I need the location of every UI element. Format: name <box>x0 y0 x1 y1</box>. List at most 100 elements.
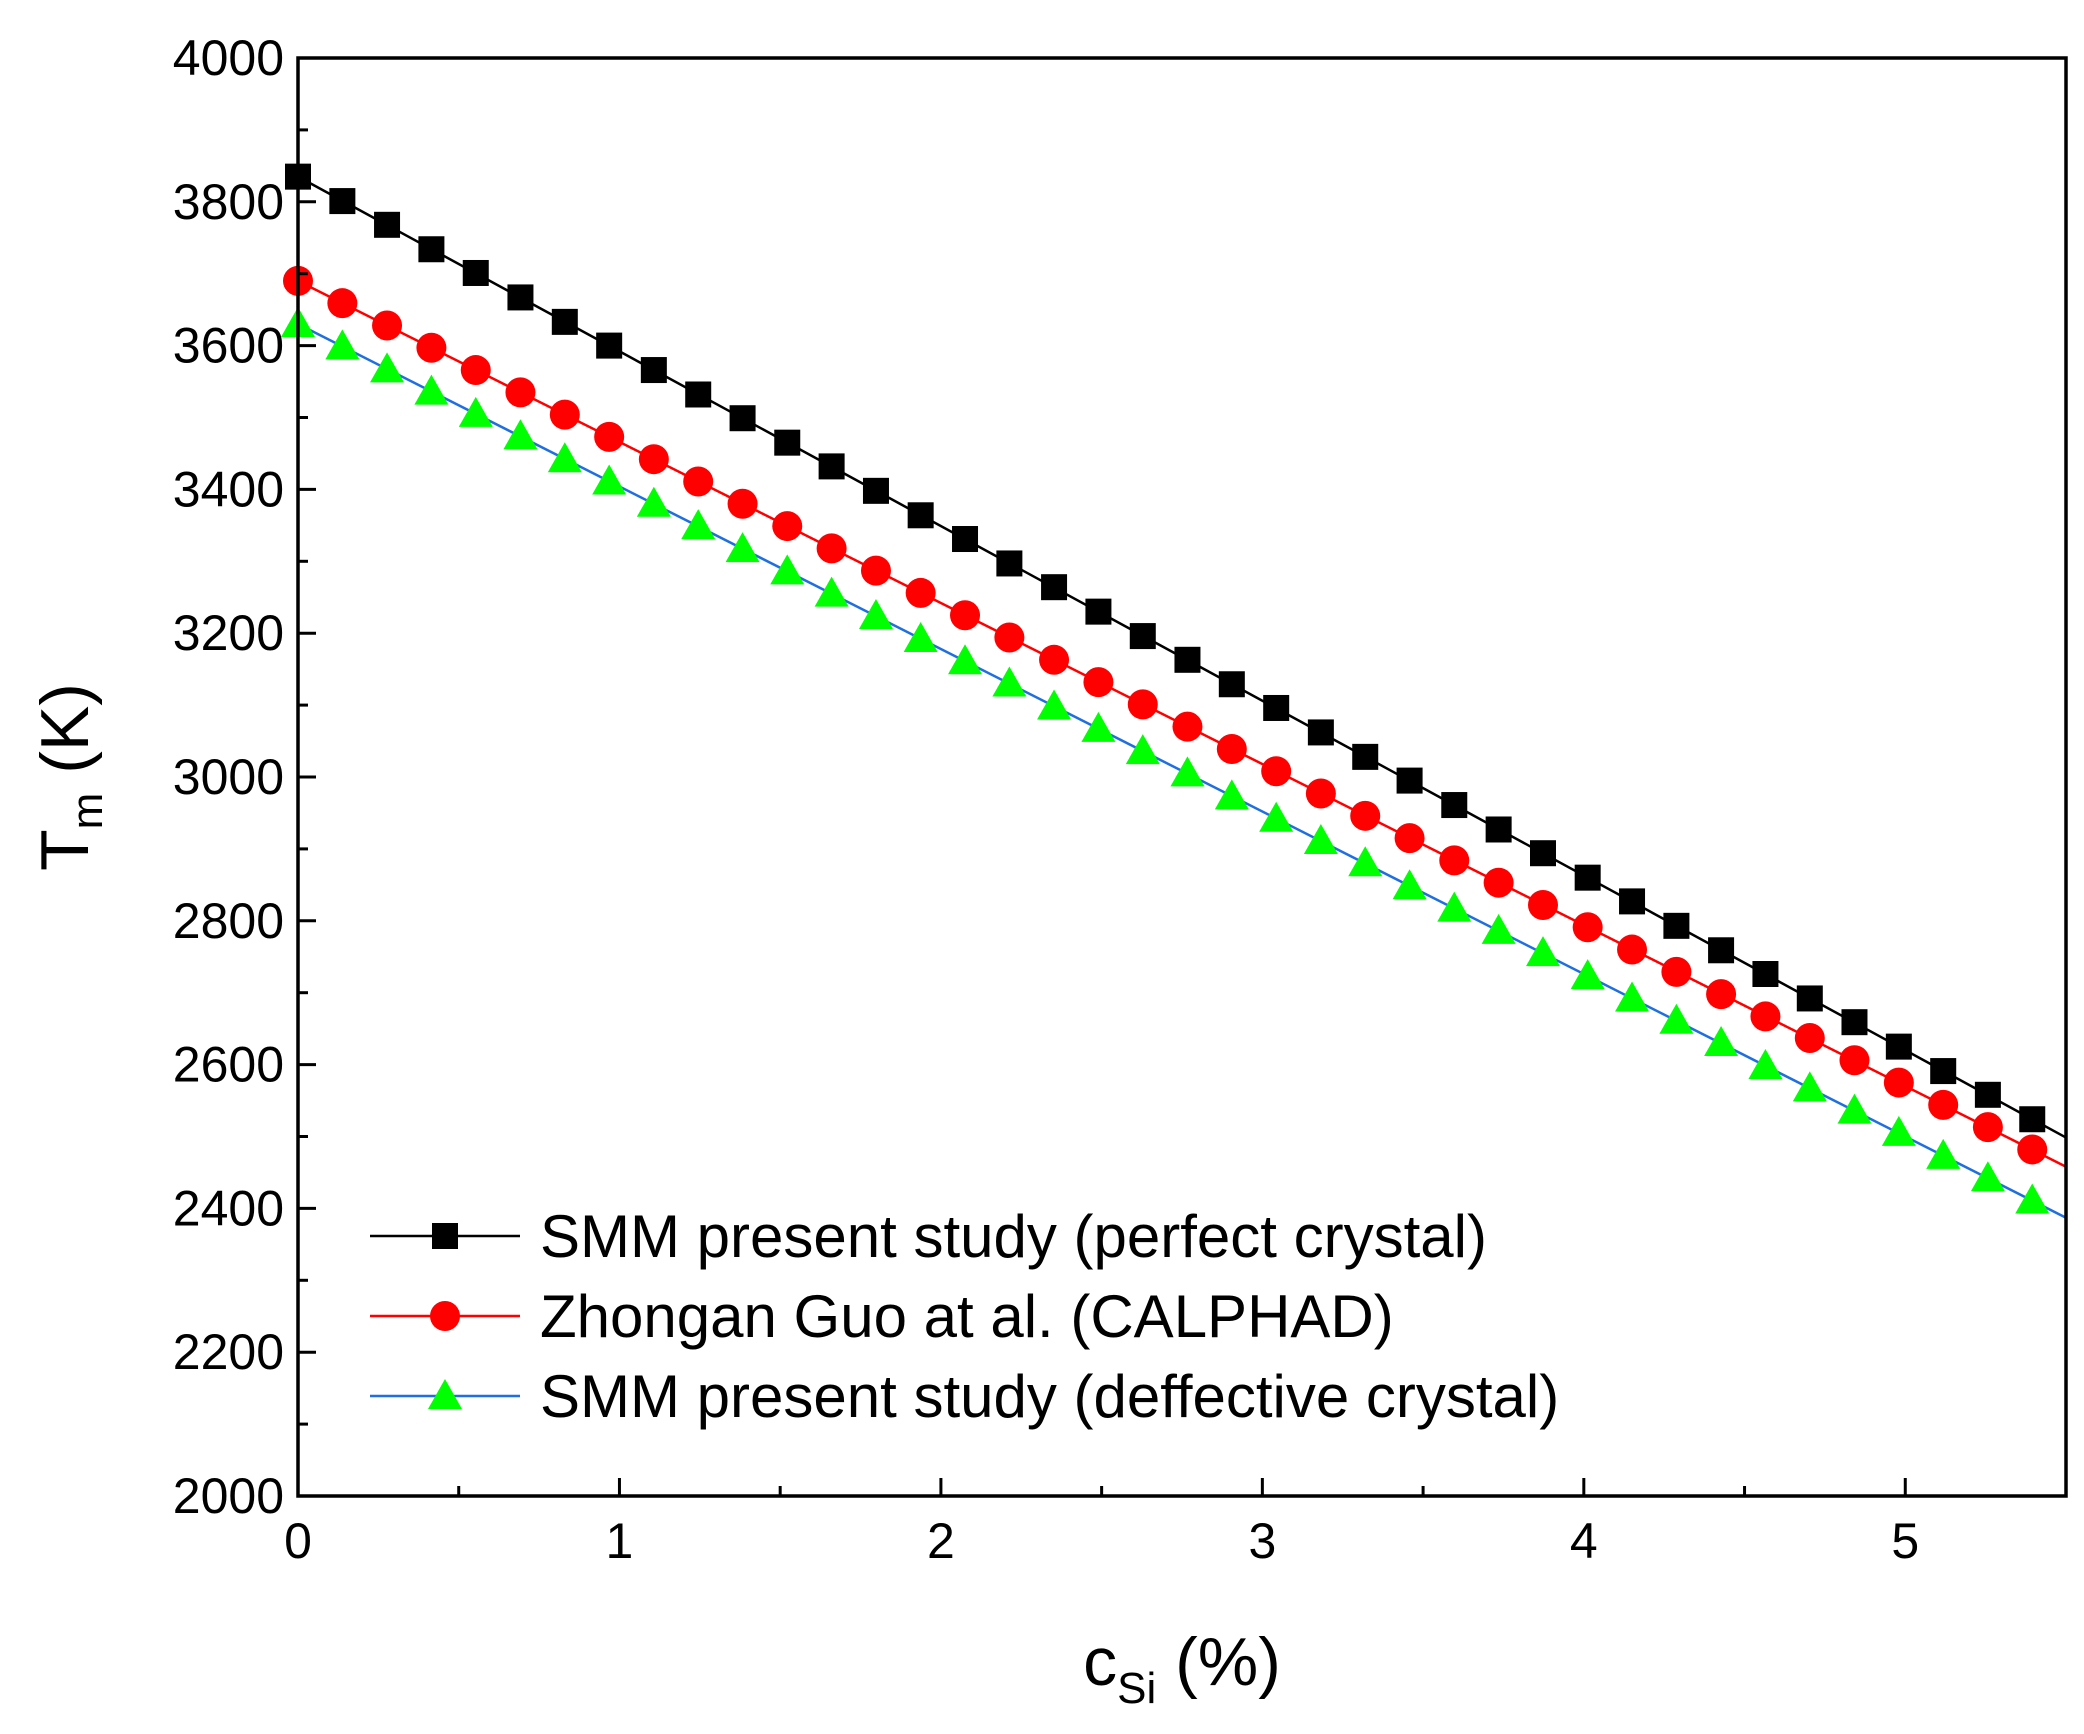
x-tick-label: 1 <box>606 1513 634 1569</box>
legend-item-1: SMM present study (perfect crystal) <box>370 1203 1487 1270</box>
series-1-point <box>1396 767 1423 794</box>
series-3-point <box>1926 1138 1961 1169</box>
series-2-point <box>1972 1112 2003 1143</box>
series-1-point <box>1529 840 1556 867</box>
x-axis-title: cSi (%) <box>1083 1624 1281 1713</box>
series-1-point <box>1974 1081 2001 1108</box>
series-2-point <box>594 421 625 452</box>
series-3-point <box>1392 869 1427 900</box>
series-1-point <box>596 332 623 359</box>
series-1-point <box>1574 864 1601 891</box>
y-tick-label: 2200 <box>173 1324 284 1380</box>
legend: SMM present study (perfect crystal) Zhong… <box>370 1203 1559 1430</box>
series-1-point <box>729 405 756 432</box>
series-3-point <box>1081 711 1116 742</box>
series-3-point <box>1481 913 1516 944</box>
y-tick-label: 4000 <box>173 30 284 86</box>
series-3-point <box>1704 1026 1739 1057</box>
series-1-point <box>818 453 845 480</box>
series-1-point <box>1841 1009 1868 1036</box>
series-3-point <box>1125 734 1160 765</box>
series-3-point <box>770 554 805 585</box>
series-1-point <box>862 477 889 504</box>
legend-item-2: Zhongan Guo at al. (CALPHAD) <box>370 1283 1394 1350</box>
series-2-point <box>1083 667 1114 698</box>
y-tick-label: 2000 <box>173 1468 284 1524</box>
legend-label: Zhongan Guo at al. (CALPHAD) <box>540 1283 1394 1350</box>
series-3-point <box>1615 981 1650 1012</box>
series-1-point <box>1174 646 1201 673</box>
series-3-point <box>1570 959 1605 990</box>
series-3-point <box>992 666 1027 697</box>
series-1-point <box>640 357 667 384</box>
series-3-point <box>1348 846 1383 877</box>
plot-frame <box>296 56 2068 1498</box>
series-2-point <box>1394 823 1425 854</box>
series-2-point <box>1928 1089 1959 1120</box>
series-1 <box>285 163 2067 1139</box>
series-2-point <box>860 555 891 586</box>
series-3-point <box>325 329 360 360</box>
series-3-point <box>1214 779 1249 810</box>
series-1-point <box>1930 1058 1957 1085</box>
series-2-point <box>772 511 803 542</box>
y-tick-label: 2400 <box>173 1180 284 1236</box>
y-tick-label: 2600 <box>173 1037 284 1093</box>
series-2-point <box>638 444 669 475</box>
y-axis-title-main: T <box>27 829 103 871</box>
series-3-point <box>1303 823 1338 854</box>
series-3-point <box>547 442 582 473</box>
series-layer <box>281 163 2067 1219</box>
series-2-point <box>549 399 580 430</box>
series-1-point <box>1663 912 1690 939</box>
series-2-point <box>950 600 981 631</box>
series-2-point <box>505 377 536 408</box>
series-2-point <box>1661 956 1692 987</box>
y-tick-label: 2800 <box>173 893 284 949</box>
series-2-point <box>905 577 936 608</box>
series-2-point <box>1706 979 1737 1010</box>
series-2-point <box>994 622 1025 653</box>
series-2-point <box>1483 867 1514 898</box>
series-3-point <box>2015 1183 2050 1214</box>
x-tick-label: 3 <box>1248 1513 1276 1569</box>
series-2-point <box>1127 689 1158 720</box>
x-axis-title-main: c <box>1083 1624 1117 1700</box>
series-2-point <box>1527 889 1558 920</box>
series-2-point <box>1172 711 1203 742</box>
series-3 <box>281 307 2067 1219</box>
series-2-point <box>327 288 358 319</box>
y-tick-label: 3400 <box>173 461 284 517</box>
legend-marker <box>428 1379 462 1409</box>
series-3-point <box>1437 891 1472 922</box>
x-tick-label: 2 <box>927 1513 955 1569</box>
x-axis-title-unit: (%) <box>1156 1624 1281 1700</box>
series-1-point <box>907 502 934 529</box>
y-tick-label: 3600 <box>173 318 284 374</box>
series-2-point <box>372 310 403 341</box>
series-3-point <box>1659 1003 1694 1034</box>
series-2-point <box>727 488 758 519</box>
y-axis-title-sub: m <box>63 793 112 830</box>
series-3-point <box>458 396 493 427</box>
series-3-point <box>636 486 671 517</box>
series-2-point <box>683 466 714 497</box>
y-axis-title: Tm (K) <box>27 683 112 871</box>
series-2-point <box>460 355 491 386</box>
x-axis-title-sub: Si <box>1117 1664 1156 1713</box>
series-1-point <box>1218 671 1245 698</box>
series-3-point <box>1170 756 1205 787</box>
series-2-point <box>1750 1001 1781 1032</box>
series-1-point <box>1352 743 1379 770</box>
series-3-point <box>948 644 983 675</box>
series-3-point <box>725 532 760 563</box>
series-2-point <box>1617 934 1648 965</box>
legend-marker <box>430 1301 460 1331</box>
series-1-point <box>1129 623 1156 650</box>
series-2-point <box>1883 1067 1914 1098</box>
series-1-point <box>685 381 712 408</box>
series-1-point <box>329 188 356 215</box>
series-3-point <box>1037 689 1072 720</box>
series-3-point <box>592 464 627 495</box>
series-1-point <box>996 550 1023 577</box>
